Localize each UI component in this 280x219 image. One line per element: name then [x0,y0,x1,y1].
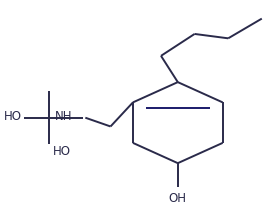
Text: OH: OH [169,192,187,205]
Text: NH: NH [55,110,73,123]
Text: HO: HO [4,110,22,123]
Text: HO: HO [53,145,71,158]
